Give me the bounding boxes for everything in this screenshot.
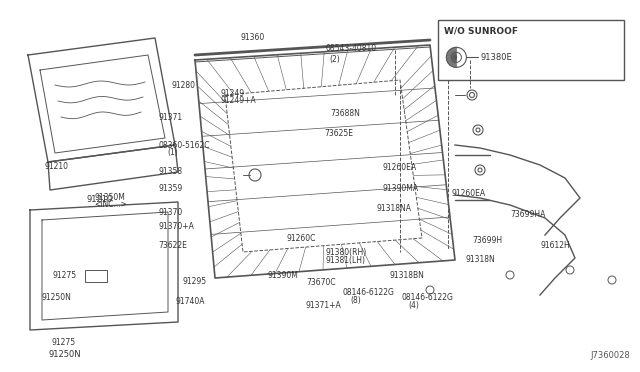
Polygon shape (451, 57, 456, 67)
Text: 91280: 91280 (172, 81, 196, 90)
Text: J7360028: J7360028 (590, 351, 630, 360)
Text: 91260EA: 91260EA (451, 189, 485, 198)
Text: 73699H: 73699H (472, 236, 502, 245)
Text: 91318N: 91318N (466, 255, 495, 264)
Text: 91740A: 91740A (176, 297, 205, 306)
Text: 73688N: 73688N (330, 109, 360, 118)
Bar (85, 270, 107, 282)
Text: 08146-6122G: 08146-6122G (402, 293, 454, 302)
Polygon shape (455, 57, 456, 67)
Text: 91249+A: 91249+A (221, 96, 257, 105)
Text: 91275: 91275 (52, 271, 77, 280)
Text: (8): (8) (351, 296, 362, 305)
Text: (2): (2) (330, 55, 340, 64)
Text: 91318NA: 91318NA (376, 204, 412, 213)
Polygon shape (447, 55, 456, 57)
Polygon shape (447, 57, 456, 62)
Text: 91381(LH): 91381(LH) (325, 256, 365, 265)
Text: 91371: 91371 (159, 113, 183, 122)
Text: 91358: 91358 (159, 167, 183, 176)
Text: 73670C: 73670C (306, 278, 335, 287)
Text: (4): (4) (408, 301, 419, 310)
Bar (438, 20, 624, 80)
Text: (1): (1) (168, 148, 179, 157)
Text: 91370+A: 91370+A (159, 222, 195, 231)
Text: 91250N: 91250N (42, 293, 71, 302)
Text: 08543-40810: 08543-40810 (325, 44, 376, 53)
Text: 91612H: 91612H (541, 241, 570, 250)
Text: 91380(RH): 91380(RH) (325, 248, 366, 257)
Text: 91359: 91359 (159, 184, 183, 193)
Polygon shape (449, 49, 456, 57)
Text: 91360: 91360 (241, 33, 265, 42)
Polygon shape (448, 57, 456, 64)
Text: 91295: 91295 (182, 277, 207, 286)
Polygon shape (448, 51, 456, 57)
Polygon shape (449, 57, 456, 65)
Text: 91210: 91210 (87, 195, 113, 204)
Text: 73622E: 73622E (159, 241, 188, 250)
Polygon shape (447, 57, 456, 60)
Text: 91275: 91275 (52, 338, 76, 347)
Text: 91210: 91210 (44, 162, 68, 171)
Text: 91260EA: 91260EA (383, 163, 417, 172)
Text: 91350M: 91350M (95, 193, 125, 202)
Polygon shape (455, 47, 456, 57)
Text: 73699HA: 73699HA (511, 210, 546, 219)
Text: 08146-6122G: 08146-6122G (342, 288, 394, 297)
Polygon shape (451, 48, 456, 57)
Polygon shape (447, 53, 456, 57)
Text: 91371+A: 91371+A (306, 301, 342, 310)
Text: 91370: 91370 (159, 208, 183, 217)
Polygon shape (453, 48, 456, 57)
Text: 91250N: 91250N (49, 350, 81, 359)
Polygon shape (447, 57, 456, 58)
Text: 91260C: 91260C (287, 234, 316, 243)
Text: 91318BN: 91318BN (389, 271, 424, 280)
Text: 91249: 91249 (221, 89, 245, 97)
Text: <INC...>: <INC...> (95, 200, 127, 209)
Text: 73625E: 73625E (324, 129, 353, 138)
Polygon shape (453, 57, 456, 67)
Text: 91390MA: 91390MA (383, 184, 419, 193)
Text: 91380E: 91380E (481, 53, 512, 62)
Text: 08360-5162C: 08360-5162C (159, 141, 210, 150)
Text: 91390M: 91390M (268, 271, 298, 280)
Text: W/O SUNROOF: W/O SUNROOF (444, 26, 518, 35)
